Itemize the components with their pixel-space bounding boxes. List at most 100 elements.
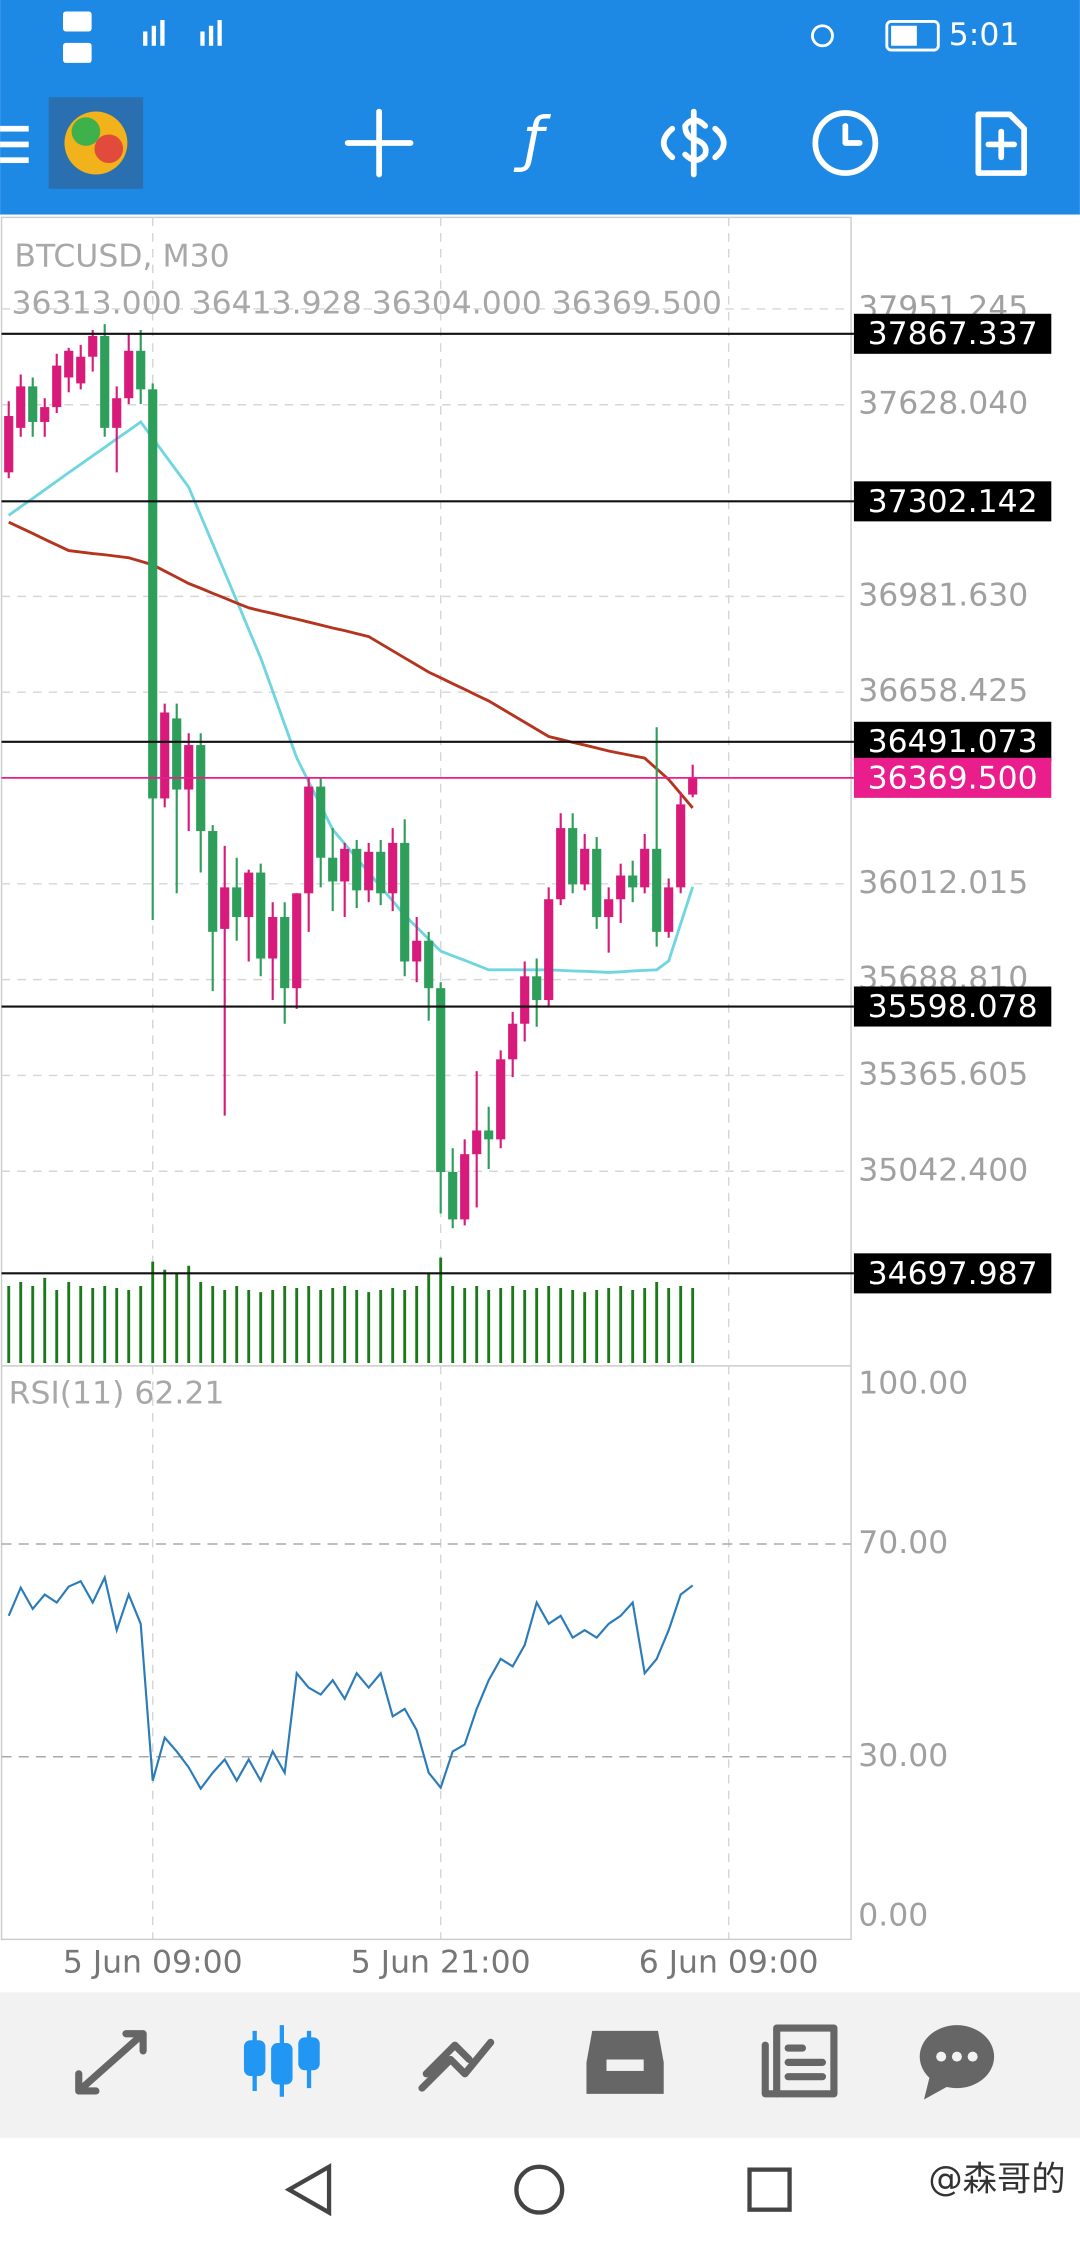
candle-body: [448, 1171, 458, 1220]
x-tick-label: 6 Jun 09:00: [639, 1945, 819, 1981]
chat-tab[interactable]: [919, 2025, 995, 2100]
candle-body: [400, 842, 410, 962]
y-tick-label: 70.00: [858, 1525, 948, 1561]
candle-body: [364, 851, 374, 891]
rsi-label: RSI(11) 62.21: [9, 1375, 225, 1411]
candle-body: [604, 899, 614, 918]
candle-body: [520, 976, 530, 1024]
level-label: 37302.142: [868, 484, 1038, 520]
news-tab[interactable]: [761, 2024, 838, 2098]
candle-body: [508, 1023, 518, 1060]
candle-body: [544, 899, 554, 1001]
candle-body: [460, 1154, 470, 1220]
home-button[interactable]: [514, 2164, 565, 2215]
bottom-toolbar: [0, 1992, 1080, 2139]
trade-button[interactable]: [660, 108, 727, 178]
current-price-label: 36369.500: [868, 760, 1038, 796]
candle-body: [76, 356, 86, 384]
candle-body: [196, 745, 206, 832]
menu-button[interactable]: [0, 125, 29, 164]
x-tick-label: 5 Jun 21:00: [351, 1945, 531, 1981]
y-tick-label: 35365.605: [858, 1056, 1028, 1092]
level-label: 36491.073: [868, 724, 1038, 760]
candle-body: [316, 786, 326, 858]
candle-body: [136, 350, 146, 390]
symbol-label: BTCUSD, M30: [14, 238, 229, 274]
x-tick-label: 5 Jun 09:00: [63, 1945, 243, 1981]
y-tick-label: 36981.630: [858, 577, 1028, 613]
candle-body: [484, 1130, 494, 1140]
candle-body: [100, 335, 110, 428]
candle-body: [388, 842, 398, 894]
candle-body: [16, 386, 26, 428]
level-box: [853, 313, 1052, 354]
y-tick-label: 35042.400: [858, 1152, 1028, 1188]
clock: 5:01: [949, 17, 1020, 53]
candle-body: [28, 386, 38, 422]
recent-button[interactable]: [747, 2167, 792, 2212]
candle-body: [52, 365, 62, 408]
candle-body: [244, 872, 254, 918]
status-icons: [63, 11, 940, 63]
rsi-line: [7, 1574, 694, 1791]
candle-body: [412, 940, 422, 962]
moving-average: [7, 419, 695, 974]
candle-body: [424, 940, 434, 989]
candle-body: [688, 777, 698, 795]
candle-body: [292, 893, 302, 989]
candle-body: [376, 851, 386, 894]
candle-body: [112, 398, 122, 428]
y-tick-label: 36658.425: [858, 673, 1028, 709]
candle-body: [568, 828, 578, 885]
app-logo[interactable]: [48, 97, 144, 189]
candle-body: [124, 350, 134, 399]
candle-body: [4, 416, 14, 473]
candle-body: [208, 831, 218, 932]
level-box: [853, 721, 1052, 762]
new-order-button[interactable]: [975, 111, 1027, 176]
level-label: 37867.337: [868, 316, 1038, 352]
ohlc-label: 36313.000 36413.928 36304.000 36369.500: [12, 286, 722, 322]
level-label: 35598.078: [868, 989, 1038, 1025]
watermark: @森哥的: [928, 2160, 1065, 2200]
nav-bar: [284, 2163, 792, 2217]
history-tab[interactable]: [586, 2030, 664, 2094]
candle-body: [268, 917, 278, 959]
quotes-tab[interactable]: [75, 2030, 147, 2095]
candle-body: [532, 976, 542, 1001]
back-button[interactable]: [284, 2163, 332, 2217]
candle-body: [256, 872, 266, 959]
chart-frame: [0, 216, 852, 1941]
candle-body: [232, 887, 242, 918]
candle-body: [652, 848, 662, 932]
candle-body: [280, 917, 290, 989]
candle-body: [172, 718, 182, 790]
candle-body: [664, 887, 674, 932]
level-box: [853, 481, 1052, 522]
candle-body: [328, 857, 338, 882]
candle-body: [184, 745, 194, 790]
y-tick-label: 37628.040: [858, 386, 1028, 422]
candle-body: [592, 848, 602, 918]
plot-area: 37951.24537628.04036981.63036658.4253601…: [1, 217, 1052, 1981]
candle-body: [616, 875, 626, 900]
crosshair-button[interactable]: [344, 108, 414, 178]
level-box: [853, 986, 1052, 1027]
chart-tab[interactable]: [243, 2025, 320, 2097]
y-tick-label: 30.00: [858, 1738, 948, 1774]
candle-body: [436, 988, 446, 1172]
candle-body: [160, 712, 170, 799]
y-tick-label: 100.00: [858, 1365, 968, 1401]
candle-body: [640, 848, 650, 888]
candle-body: [220, 887, 230, 929]
candle-body: [64, 350, 74, 378]
y-tick-label: 36012.015: [858, 865, 1028, 901]
trade-tab[interactable]: [418, 2038, 495, 2092]
candle-body: [40, 407, 50, 422]
candle-body: [148, 389, 158, 799]
timeframe-button[interactable]: [812, 110, 879, 176]
y-tick-label: 0.00: [858, 1897, 928, 1933]
candle-body: [496, 1059, 506, 1140]
